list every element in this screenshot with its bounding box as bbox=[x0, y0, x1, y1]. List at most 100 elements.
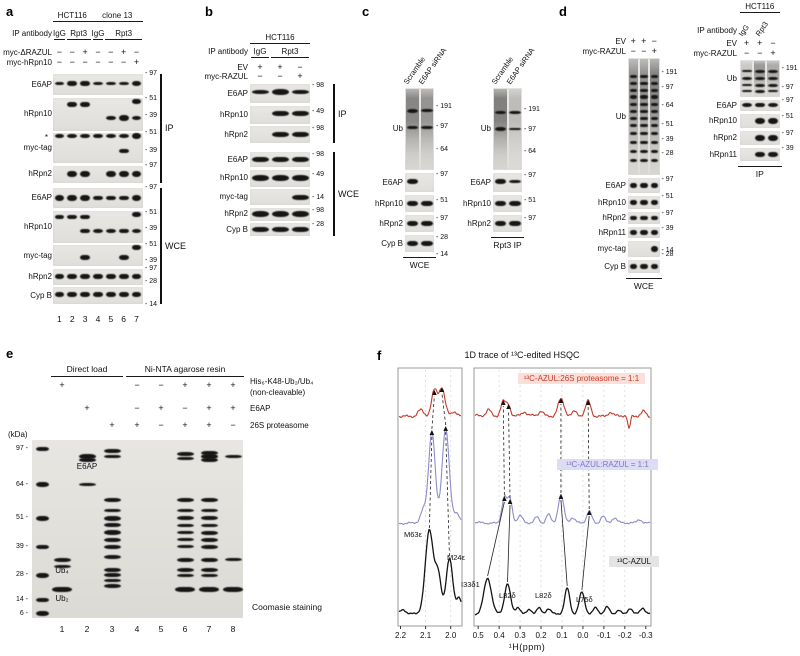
protein-band bbox=[103, 530, 121, 535]
protein-band bbox=[629, 103, 637, 107]
protein-band bbox=[421, 220, 433, 226]
protein-band bbox=[118, 195, 129, 201]
protein-band bbox=[406, 220, 418, 226]
mw-marker-label: - 97 bbox=[524, 125, 537, 133]
protein-band bbox=[200, 516, 218, 521]
mw-marker-label: - 39 bbox=[144, 111, 157, 119]
blot-row-label: Cyp B bbox=[226, 224, 248, 234]
connector-arrowhead bbox=[585, 400, 591, 405]
protein-band bbox=[103, 544, 121, 549]
mw-marker-label: - 98 bbox=[312, 82, 325, 90]
blot-row-label: hRpn2 bbox=[224, 209, 248, 218]
protein-band bbox=[509, 220, 521, 227]
blot-row-label: myc-tag bbox=[23, 143, 52, 152]
blot-row-label: E6AP bbox=[382, 177, 403, 187]
condition-sign: + bbox=[651, 46, 657, 56]
protein-band bbox=[200, 557, 218, 562]
blot-row-label: E6AP bbox=[31, 193, 52, 202]
ip-antibody-row-label: IP antibody bbox=[12, 29, 52, 38]
gel-mw-marker: 28 - bbox=[15, 571, 28, 579]
protein-band bbox=[741, 89, 752, 93]
condition-sign: + bbox=[297, 71, 303, 81]
connector-arrowhead bbox=[439, 387, 445, 392]
panel-b-western-blot: HCT116 IP antibody IgG Rpt3 EV + + − myc-RAZUL − −… bbox=[200, 0, 359, 280]
protein-band bbox=[80, 228, 91, 234]
protein-band bbox=[80, 195, 91, 201]
protein-band bbox=[103, 498, 121, 503]
protein-band bbox=[629, 199, 637, 206]
gel-lane-number: 1 bbox=[59, 624, 65, 634]
protein-band bbox=[103, 454, 121, 459]
connector-arrowhead bbox=[558, 494, 564, 499]
protein-band bbox=[767, 69, 779, 73]
condition-sign: + bbox=[641, 36, 647, 46]
blot-row-label: hRpn10 bbox=[597, 197, 626, 207]
protein-band bbox=[650, 182, 658, 189]
protein-band bbox=[67, 195, 78, 201]
gel-condition-label: E6AP bbox=[250, 404, 271, 413]
protein-band bbox=[650, 246, 658, 252]
mw-marker-label: - 97 bbox=[144, 264, 157, 272]
condition-sign: − bbox=[121, 57, 127, 67]
protein-band bbox=[629, 263, 637, 269]
connector-arrowhead bbox=[506, 404, 511, 409]
protein-band bbox=[754, 77, 765, 80]
protein-band bbox=[80, 255, 91, 260]
plot-box bbox=[473, 367, 652, 627]
mw-marker-label: - 51 bbox=[436, 196, 449, 204]
protein-band bbox=[93, 229, 103, 233]
protein-band bbox=[118, 255, 129, 260]
peak-connector-solid bbox=[487, 501, 505, 577]
protein-band bbox=[291, 131, 309, 138]
protein-band bbox=[78, 483, 96, 486]
protein-band bbox=[767, 83, 779, 87]
ip-antibody-group-label: Rpt3 bbox=[115, 29, 133, 38]
blot-row-label: hRpn11 bbox=[709, 149, 737, 159]
protein-band bbox=[629, 110, 637, 114]
footer-line bbox=[626, 278, 662, 279]
mw-marker-label: - 97 bbox=[144, 70, 157, 77]
ip-antibody-group-label: Rpt3 bbox=[281, 47, 299, 56]
gel-lane-number: 8 bbox=[230, 624, 236, 634]
protein-band bbox=[421, 125, 433, 130]
connector-arrowhead bbox=[443, 426, 448, 431]
cell-line-label: HCT116 bbox=[265, 33, 295, 42]
ip-antibody-group-underline bbox=[66, 39, 91, 40]
mw-marker-label: - 191 bbox=[661, 69, 678, 77]
protein-band bbox=[131, 245, 142, 251]
gel-mw-marker: 39 - bbox=[15, 542, 28, 550]
gel-condition-sign: + bbox=[182, 380, 188, 390]
protein-band bbox=[640, 182, 648, 189]
protein-band bbox=[118, 171, 129, 177]
protein-band bbox=[251, 175, 269, 181]
blot-row-label: hRpn2 bbox=[467, 218, 491, 228]
protein-band bbox=[67, 292, 78, 298]
protein-band bbox=[640, 215, 648, 221]
protein-band bbox=[640, 103, 648, 107]
protein-band bbox=[118, 228, 129, 234]
connector-arrowhead bbox=[502, 496, 507, 501]
mw-marker-label: - 191 bbox=[781, 65, 798, 73]
protein-band bbox=[640, 199, 648, 206]
ip-antibody-group-label: Rpt3 bbox=[70, 29, 88, 38]
protein-band bbox=[93, 82, 103, 85]
blot-row-label: hRpn10 bbox=[374, 198, 403, 208]
condition-sign: + bbox=[743, 38, 750, 48]
blot-row-label: hRpn2 bbox=[379, 218, 403, 228]
blot-row-label: myc-tag bbox=[219, 192, 248, 201]
condition-row-label: myc-hRpn10 bbox=[6, 58, 52, 67]
protein-band bbox=[80, 214, 91, 220]
protein-band bbox=[118, 115, 129, 121]
mw-marker-label: - 14 bbox=[144, 300, 157, 308]
blot-strip bbox=[250, 189, 310, 205]
gel-mw-marker: 64 - bbox=[15, 480, 28, 488]
protein-band bbox=[200, 451, 218, 456]
section-label: IP bbox=[338, 108, 347, 119]
gel-condition-label-2: (non-cleavable) bbox=[250, 388, 306, 397]
protein-band bbox=[754, 152, 765, 157]
blot-strip bbox=[405, 215, 434, 232]
mw-marker-label: - 49 bbox=[312, 171, 325, 179]
blot-row-label: hRpn10 bbox=[219, 109, 248, 119]
protein-band bbox=[767, 103, 779, 107]
